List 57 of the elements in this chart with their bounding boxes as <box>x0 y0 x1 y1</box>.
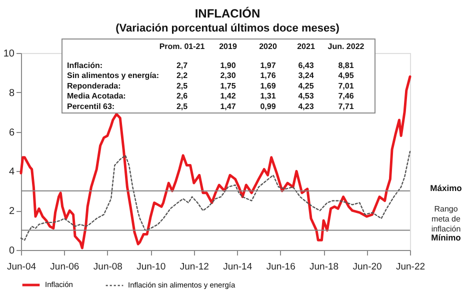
line-series <box>20 150 411 241</box>
x-tick-label: Jun-22 <box>396 262 426 272</box>
x-tick-label: Jun-04 <box>6 262 36 272</box>
annotation: 1,47 <box>220 102 236 111</box>
annotation: 4,95 <box>338 71 354 80</box>
text: 2019 <box>219 42 238 51</box>
annotation: 6,43 <box>298 61 314 70</box>
x-tick-label: Jun-18 <box>310 262 339 272</box>
x-tick-label: Jun-12 <box>180 262 209 272</box>
annotation: 2,5 <box>176 102 188 111</box>
annotation: 8,81 <box>338 61 354 70</box>
y-tick-label: 2 <box>8 206 15 218</box>
annotation: 7,46 <box>338 92 354 101</box>
text: Rango meta de inflación <box>431 204 462 234</box>
annotation: Reponderada: <box>67 81 121 90</box>
annotation: 2,30 <box>220 71 236 80</box>
x-tick-label: Jun-08 <box>93 262 122 272</box>
annotation: 2,7 <box>176 61 188 70</box>
ref-line-label: Mínimo <box>431 232 461 242</box>
y-tick-label: 4 <box>8 166 15 178</box>
ref-line-label: Máximo <box>430 182 462 193</box>
text: Prom. 01-21 <box>159 42 206 51</box>
annotation: Percentil 63: <box>67 102 115 111</box>
annotation: 3,24 <box>298 71 314 80</box>
text: Jun. 2022 <box>328 42 365 51</box>
annotation: 0,99 <box>260 102 276 111</box>
text: 2020 <box>259 42 278 51</box>
annotation: 1,90 <box>220 61 236 70</box>
annotation: Sin alimentos y energía: <box>67 71 160 80</box>
annotation: 7,71 <box>338 102 354 111</box>
annotation: 7,01 <box>338 81 354 90</box>
annotation: Media Acotada: <box>67 92 126 101</box>
text: 2021 <box>297 42 316 51</box>
annotation: 1,75 <box>220 81 236 90</box>
y-tick-label: 8 <box>8 88 15 99</box>
annotation: 1,31 <box>260 92 276 101</box>
x-tick-label: Jun-06 <box>50 262 80 272</box>
annotation: 2,2 <box>176 71 188 80</box>
annotation: 4,53 <box>298 92 314 101</box>
x-tick-label: Jun-20 <box>352 262 382 272</box>
annotation: 1,97 <box>260 61 276 70</box>
chart-title: INFLACIÓN <box>194 6 260 20</box>
x-tick-label: Jun-10 <box>136 262 166 272</box>
annotation: 1,69 <box>260 81 276 90</box>
y-tick-label: 10 <box>3 48 15 60</box>
annotation: 4,25 <box>298 81 314 90</box>
annotation: 1,76 <box>260 71 276 80</box>
annotation: 2,6 <box>176 92 188 101</box>
annotation: Inflación: <box>67 61 103 70</box>
x-tick-label: Jun-14 <box>223 262 252 272</box>
y-tick-label: 0 <box>8 246 15 256</box>
chart-subtitle: (Variación porcentual últimos doce meses) <box>116 22 340 34</box>
y-tick-label: 6 <box>8 127 15 138</box>
annotation: 1,42 <box>220 92 236 101</box>
annotation: 2,5 <box>176 81 188 90</box>
x-tick-label: Jun-16 <box>266 262 296 272</box>
annotation: 4,23 <box>298 102 314 111</box>
